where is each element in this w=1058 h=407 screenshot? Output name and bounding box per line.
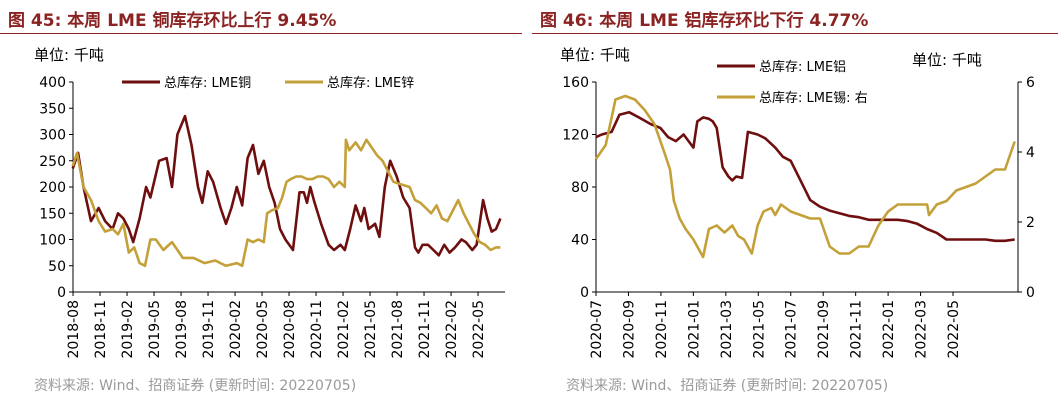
y-right-tick-label: 2 xyxy=(1026,215,1035,231)
y-tick-label: 200 xyxy=(39,180,66,196)
y-tick-label: 80 xyxy=(571,180,589,196)
legend-label-0: 总库存: LME铜 xyxy=(164,75,251,91)
source-note-left: 资料来源: Wind、招商证券 (更新时间: 20220705) xyxy=(34,378,357,394)
y-right-tick-label: 0 xyxy=(1026,285,1035,301)
y-tick-label: 400 xyxy=(39,75,66,91)
x-tick-label: 2022-05 xyxy=(471,300,487,359)
y-tick-label: 160 xyxy=(562,75,589,91)
y-right-tick-label: 6 xyxy=(1026,75,1035,91)
chart-panel-right: 图 46: 本周 LME 铝库存环比下行 4.77% 单位: 千吨 单位: 千吨 0… xyxy=(532,0,1058,407)
x-tick-label: 2020-11 xyxy=(309,300,325,359)
x-tick-label: 2022-03 xyxy=(914,300,930,359)
y-tick-label: 150 xyxy=(39,206,66,222)
chart-left: 单位: 千吨 0 50 100 150 200 250 300 350 400 2018-08 201… xyxy=(34,46,505,359)
x-tick-label: 2019-08 xyxy=(174,300,190,359)
x-tick-label: 2021-05 xyxy=(751,300,767,359)
legend-label-1: 总库存: LME锌 xyxy=(327,75,414,91)
y-tick-label: 300 xyxy=(39,128,66,144)
y-tick-label: 250 xyxy=(39,154,66,170)
x-tick-label: 2019-11 xyxy=(201,300,217,359)
x-tick-label: 2022-05 xyxy=(946,300,962,359)
unit-label: 单位: 千吨 xyxy=(34,46,104,64)
legend-label-1: 总库存: LME锡: 右 xyxy=(759,90,868,106)
x-tick-label: 2021-03 xyxy=(719,300,735,359)
y-tick-label: 0 xyxy=(57,285,66,301)
x-tick-label: 2021-08 xyxy=(390,300,406,359)
series-line-primary xyxy=(71,114,502,257)
x-tick-label: 2020-08 xyxy=(282,300,298,359)
y-tick-label: 50 xyxy=(48,259,66,275)
chart-title-left: 图 45: 本周 LME 铜库存环比上行 9.45% xyxy=(8,11,337,31)
title-rule-left xyxy=(0,33,522,34)
x-tick-label: 2021-11 xyxy=(417,300,433,359)
unit-label-right: 单位: 千吨 xyxy=(912,51,982,69)
x-tick-label: 2021-01 xyxy=(686,300,702,359)
x-tick-label: 2021-09 xyxy=(816,300,832,359)
x-tick-label: 2019-05 xyxy=(147,300,163,359)
x-tick-label: 2022-01 xyxy=(881,300,897,359)
series-line-primary xyxy=(595,110,1015,243)
y-tick-label: 0 xyxy=(580,285,589,301)
y-tick-label: 40 xyxy=(571,233,589,249)
unit-label: 单位: 千吨 xyxy=(560,46,630,64)
x-tick-label: 2019-02 xyxy=(120,300,136,359)
x-tick-label: 2020-09 xyxy=(621,300,637,359)
title-rule-right xyxy=(532,33,1058,34)
y-tick-label: 100 xyxy=(39,233,66,249)
x-tick-label: 2020-02 xyxy=(228,300,244,359)
x-tick-label: 2020-05 xyxy=(255,300,271,359)
x-tick-label: 2018-08 xyxy=(66,300,82,359)
y-tick-label: 350 xyxy=(39,101,66,117)
x-tick-label: 2021-05 xyxy=(363,300,379,359)
y-tick-label: 120 xyxy=(562,128,589,144)
x-tick-label: 2021-02 xyxy=(336,300,352,359)
legend-label-0: 总库存: LME铝 xyxy=(759,59,846,75)
chart-panel-left: 图 45: 本周 LME 铜库存环比上行 9.45% 单位: 千吨 0 50 100 1… xyxy=(0,0,522,407)
x-tick-label: 2021-07 xyxy=(784,300,800,359)
chart-title-right: 图 46: 本周 LME 铝库存环比下行 4.77% xyxy=(540,11,869,31)
x-tick-label: 2020-07 xyxy=(589,300,605,359)
source-note-right: 资料来源: Wind、招商证券 (更新时间: 20220705) xyxy=(566,378,889,394)
y-right-tick-label: 4 xyxy=(1026,145,1035,161)
x-tick-label: 2018-11 xyxy=(93,300,109,359)
x-tick-label: 2022-02 xyxy=(444,300,460,359)
series-line-secondary xyxy=(71,138,501,268)
x-tick-label: 2021-11 xyxy=(849,300,865,359)
x-tick-label: 2020-11 xyxy=(654,300,670,359)
series-line-secondary xyxy=(594,94,1016,259)
chart-right: 单位: 千吨 单位: 千吨 0 40 80 120 160 0 2 4 6 2020-07 2020-0… xyxy=(560,46,1035,359)
